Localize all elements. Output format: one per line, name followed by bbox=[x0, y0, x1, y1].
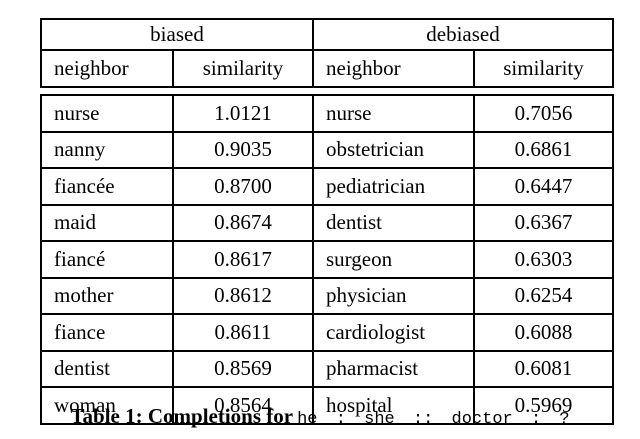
cell-biased-neighbor: nurse bbox=[40, 94, 174, 133]
col-header-biased-neighbor: neighbor bbox=[40, 49, 174, 88]
table-header: biased debiased neighbor similarity neig… bbox=[40, 18, 615, 88]
column-header-row: neighbor similarity neighbor similarity bbox=[40, 49, 615, 88]
table-caption: Table 1: Completions for he : she :: doc… bbox=[0, 404, 640, 429]
cell-debiased-neighbor: physician bbox=[312, 276, 475, 315]
cell-debiased-neighbor: cardiologist bbox=[312, 313, 475, 352]
cell-biased-neighbor: maid bbox=[40, 203, 174, 242]
similarity-table: biased debiased neighbor similarity neig… bbox=[40, 18, 615, 425]
table-row: nurse 1.0121 nurse 0.7056 bbox=[40, 94, 614, 133]
cell-biased-neighbor: fiancé bbox=[40, 240, 174, 279]
cell-biased-similarity: 0.8611 bbox=[172, 313, 314, 352]
group-header-biased: biased bbox=[40, 18, 314, 51]
cell-biased-similarity: 0.8612 bbox=[172, 276, 314, 315]
cell-biased-similarity: 0.8700 bbox=[172, 167, 314, 206]
table-row: nanny 0.9035 obstetrician 0.6861 bbox=[40, 130, 614, 169]
cell-biased-neighbor: dentist bbox=[40, 349, 174, 388]
cell-biased-similarity: 1.0121 bbox=[172, 94, 314, 133]
table-row: maid 0.8674 dentist 0.6367 bbox=[40, 203, 614, 242]
group-header-row: biased debiased bbox=[40, 18, 615, 51]
cell-debiased-similarity: 0.6861 bbox=[473, 130, 614, 169]
table-body: nurse 1.0121 nurse 0.7056 nanny 0.9035 o… bbox=[40, 94, 614, 425]
cell-debiased-neighbor: pharmacist bbox=[312, 349, 475, 388]
col-header-biased-similarity: similarity bbox=[172, 49, 314, 88]
cell-debiased-similarity: 0.6254 bbox=[473, 276, 614, 315]
cell-biased-similarity: 0.9035 bbox=[172, 130, 314, 169]
cell-biased-similarity: 0.8617 bbox=[172, 240, 314, 279]
col-header-debiased-neighbor: neighbor bbox=[312, 49, 475, 88]
table-row: fiance 0.8611 cardiologist 0.6088 bbox=[40, 313, 614, 352]
cell-debiased-similarity: 0.5969 bbox=[473, 386, 614, 425]
cell-debiased-similarity: 0.6303 bbox=[473, 240, 614, 279]
caption-analogy-text: he : she :: doctor : ? bbox=[297, 410, 570, 429]
cell-debiased-neighbor: pediatrician bbox=[312, 167, 475, 206]
cell-debiased-neighbor: dentist bbox=[312, 203, 475, 242]
cell-biased-neighbor: nanny bbox=[40, 130, 174, 169]
cell-biased-neighbor: woman bbox=[40, 386, 174, 425]
cell-debiased-similarity: 0.6447 bbox=[473, 167, 614, 206]
cell-biased-similarity: 0.8564 bbox=[172, 386, 314, 425]
col-header-debiased-similarity: similarity bbox=[472, 49, 615, 88]
cell-debiased-neighbor: obstetrician bbox=[312, 130, 475, 169]
cell-debiased-similarity: 0.6081 bbox=[473, 349, 614, 388]
cell-biased-neighbor: mother bbox=[40, 276, 174, 315]
group-header-debiased: debiased bbox=[311, 18, 615, 51]
cell-debiased-neighbor: surgeon bbox=[312, 240, 475, 279]
cell-debiased-similarity: 0.6367 bbox=[473, 203, 614, 242]
cell-biased-neighbor: fiance bbox=[40, 313, 174, 352]
table-row: fiancée 0.8700 pediatrician 0.6447 bbox=[40, 167, 614, 206]
cell-biased-similarity: 0.8674 bbox=[172, 203, 314, 242]
table-row: woman 0.8564 hospital 0.5969 bbox=[40, 386, 614, 425]
caption-label: Table 1: Completions for bbox=[70, 404, 294, 428]
cell-biased-neighbor: fiancée bbox=[40, 167, 174, 206]
table-row: mother 0.8612 physician 0.6254 bbox=[40, 276, 614, 315]
cell-biased-similarity: 0.8569 bbox=[172, 349, 314, 388]
cell-debiased-similarity: 0.6088 bbox=[473, 313, 614, 352]
cell-debiased-neighbor: nurse bbox=[312, 94, 475, 133]
table-row: fiancé 0.8617 surgeon 0.6303 bbox=[40, 240, 614, 279]
table-row: dentist 0.8569 pharmacist 0.6081 bbox=[40, 349, 614, 388]
cell-debiased-neighbor: hospital bbox=[312, 386, 475, 425]
cell-debiased-similarity: 0.7056 bbox=[473, 94, 614, 133]
